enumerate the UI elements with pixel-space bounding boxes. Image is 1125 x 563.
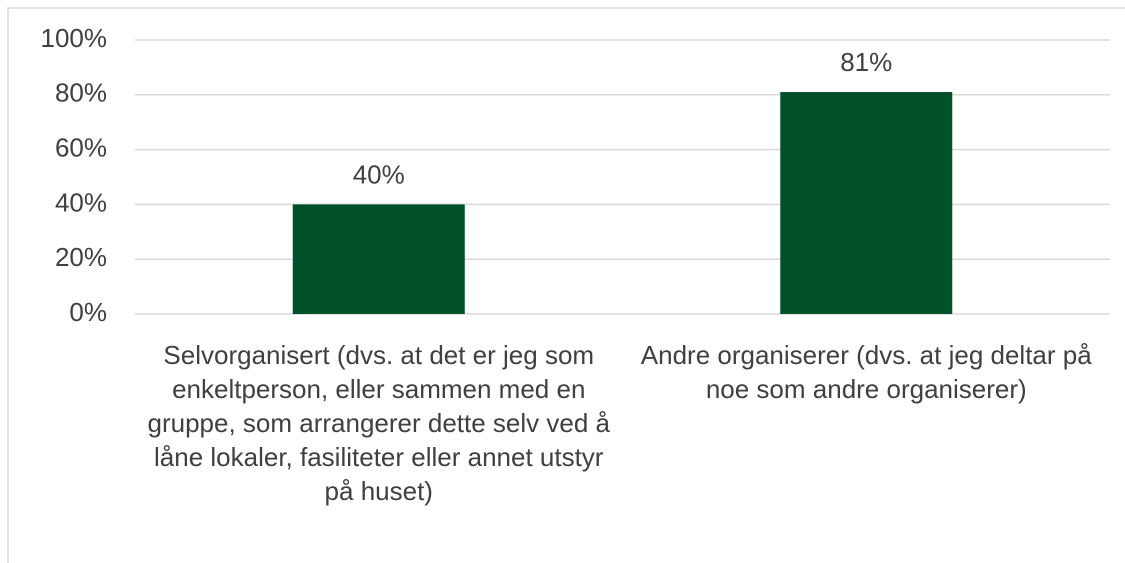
y-tick-label: 20% bbox=[55, 242, 107, 272]
x-tick-label: Andre organiserer (dvs. at jeg deltar på… bbox=[640, 340, 1092, 404]
chart-border bbox=[7, 7, 1125, 563]
y-tick-label: 60% bbox=[55, 132, 107, 162]
x-tick-label: Selvorganisert (dvs. at det er jeg som e… bbox=[147, 340, 610, 506]
bar bbox=[780, 92, 953, 314]
data-label: 81% bbox=[840, 47, 892, 77]
y-tick-label: 40% bbox=[55, 187, 107, 217]
y-tick-label: 80% bbox=[55, 78, 107, 108]
data-label: 40% bbox=[353, 159, 405, 189]
y-tick-label: 0% bbox=[69, 297, 107, 327]
y-tick-label: 100% bbox=[41, 23, 108, 53]
bar bbox=[292, 204, 465, 314]
